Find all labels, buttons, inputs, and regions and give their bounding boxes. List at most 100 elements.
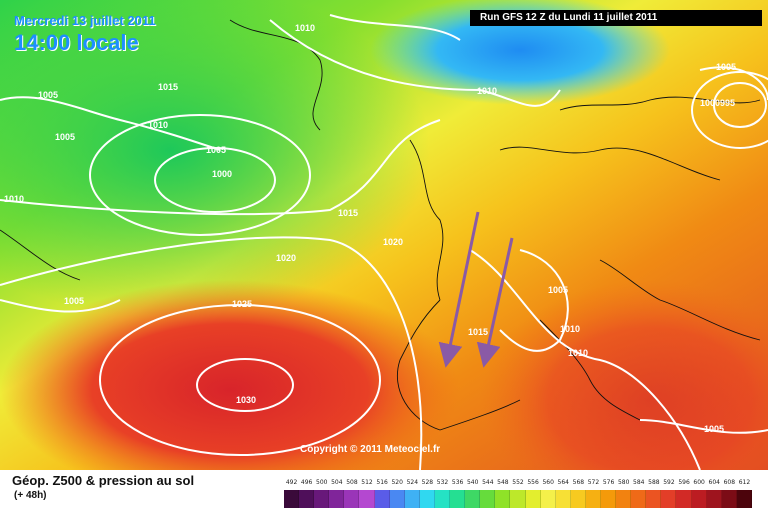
legend-cell	[434, 490, 451, 508]
isobar-labels: 1010 1005 1015 1005 1010 1005 1000 1010 …	[4, 23, 736, 434]
isobar-label: 1010	[295, 23, 315, 33]
legend-cell	[284, 490, 300, 508]
copyright-notice: Copyright © 2011 Meteociel.fr	[300, 444, 441, 455]
arrow-east	[476, 237, 514, 368]
isobar-label: 1005	[55, 132, 75, 142]
legend-label: 532	[436, 479, 449, 486]
legend-label: 612	[738, 479, 751, 486]
legend-label: 572	[587, 479, 600, 486]
isobar-label: 1020	[383, 237, 403, 247]
legend-label: 576	[602, 479, 615, 486]
coastlines	[0, 19, 761, 431]
legend-label: 552	[512, 479, 524, 486]
isobar-label: 1020	[276, 253, 296, 263]
legend-label: 528	[421, 479, 434, 486]
legend-label: 604	[708, 479, 720, 486]
legend-cells	[284, 490, 752, 508]
isobar-label: 1010	[4, 194, 24, 204]
legend-cell	[329, 490, 345, 508]
legend-cell	[691, 490, 707, 508]
low-pressure-zone	[370, 0, 670, 105]
hot-zone-east	[480, 280, 768, 470]
legend-label: 504	[331, 479, 343, 486]
isobar-1030-high	[196, 358, 294, 412]
legend-label: 536	[451, 479, 464, 486]
legend-label: 496	[300, 479, 313, 486]
isobar-1010-west	[0, 96, 221, 151]
legend-label: 580	[617, 479, 630, 486]
legend-label: 520	[391, 479, 403, 486]
isobar-1010-north	[269, 19, 561, 107]
map-footer: Géop. Z500 & pression au sol (+ 48h) 492…	[0, 470, 768, 512]
isobar-label: 1005	[38, 90, 58, 100]
legend-cell	[465, 490, 481, 508]
isobar-1015	[0, 119, 441, 216]
legend-cell	[736, 490, 752, 508]
legend-label: 584	[633, 479, 645, 486]
legend-cell	[706, 490, 722, 508]
legend-label: 524	[406, 479, 419, 486]
isobars	[0, 14, 768, 470]
isobar-1005-europe	[499, 249, 569, 352]
isobar-1005-east	[699, 66, 768, 101]
isobar-label: 1010	[568, 348, 588, 358]
legend-label: 588	[648, 479, 660, 486]
isobar-label: 1030	[236, 395, 256, 405]
forecast-date: Mercredi 13 juillet 2011	[14, 13, 156, 28]
isobar-label: 1010	[477, 86, 497, 96]
legend-label: 512	[361, 479, 373, 486]
legend-label: 540	[466, 479, 479, 486]
isobar-label: 1005	[206, 145, 226, 155]
legend-cell	[404, 490, 420, 508]
legend-cell	[374, 490, 390, 508]
arrow-west	[438, 211, 480, 368]
legend-cell	[600, 490, 617, 508]
legend-label: 592	[663, 479, 675, 486]
legend-cell	[480, 490, 496, 508]
isobar-label: 1000995	[700, 98, 735, 108]
isobar-label: 1015	[338, 208, 358, 218]
legend-label: 596	[678, 479, 690, 486]
legend-cell	[359, 490, 375, 508]
legend-cell	[661, 490, 677, 508]
isobar-label: 1005	[716, 62, 736, 72]
forecast-time: 14:00 locale	[14, 30, 139, 55]
model-run-label: Run GFS 12 Z du Lundi 11 juillet 2011	[470, 10, 762, 26]
isobar-label: 1005	[704, 424, 724, 434]
legend-labels: 492 496 500 504 508 512 516 520 524 528 532 536 540 5…	[284, 479, 752, 489]
weather-map: 1010 1005 1015 1005 1010 1005 1000 1010 …	[0, 0, 768, 470]
legend-label: 508	[346, 479, 358, 486]
legend-cell	[450, 490, 466, 508]
isobar-label: 1025	[232, 299, 252, 309]
legend-cell	[510, 490, 526, 508]
isobar-label: 1005	[64, 296, 84, 306]
legend-label: 560	[542, 479, 554, 486]
legend-label: 568	[572, 479, 585, 486]
legend-cell	[344, 490, 360, 508]
isobar-1010-northeast	[329, 14, 461, 41]
isobar-label: 1015	[158, 82, 178, 92]
legend-label: 516	[376, 479, 388, 486]
isobar-1025-high	[99, 304, 381, 456]
legend-cell	[616, 490, 632, 508]
map-area: 1010 1005 1015 1005 1010 1005 1000 1010 …	[0, 0, 768, 470]
isobar-1005-sw	[0, 299, 121, 313]
legend-label: 564	[557, 479, 569, 486]
legend-cell	[525, 490, 541, 508]
legend-cell	[299, 490, 315, 508]
legend-label: 548	[497, 479, 509, 486]
legend-cell	[314, 490, 330, 508]
isobar-1005-se	[639, 419, 768, 434]
isobar-1000-east	[691, 71, 768, 149]
isobar-label: 1010	[560, 324, 580, 334]
legend-cell	[540, 490, 556, 508]
legend-cell	[585, 490, 601, 508]
legend-cell	[419, 490, 435, 508]
isobar-label: 1005	[548, 285, 568, 295]
legend-cell	[676, 490, 692, 508]
isobar-label: 1015	[468, 327, 488, 337]
isobar-1020	[0, 236, 423, 470]
legend-cell	[570, 490, 586, 508]
map-title: Géop. Z500 & pression au sol	[12, 473, 195, 488]
legend-label: 608	[723, 479, 736, 486]
